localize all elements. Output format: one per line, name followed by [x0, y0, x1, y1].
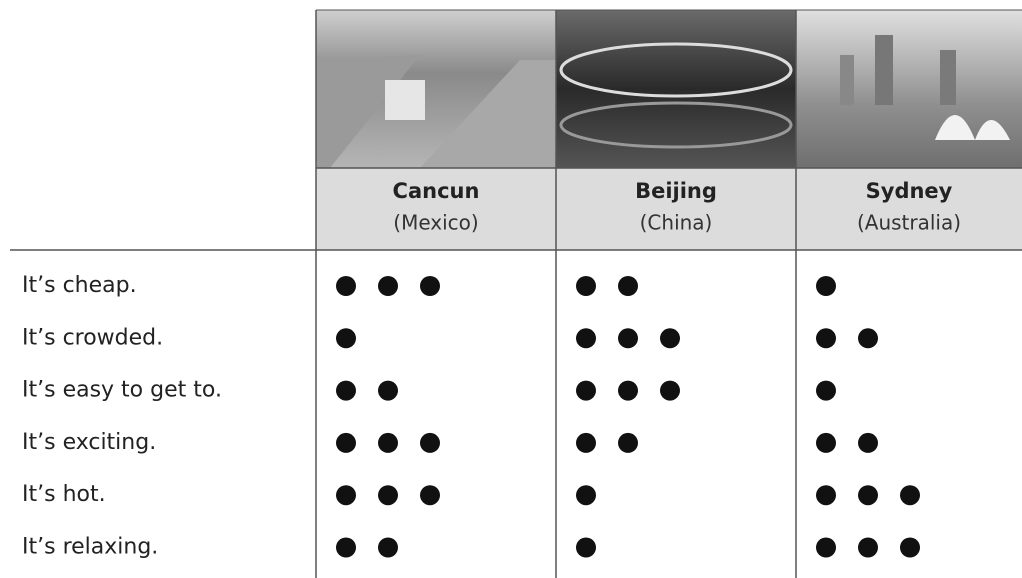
- cancun-sea: [420, 60, 556, 168]
- rating-dot: [618, 432, 638, 453]
- tower: [840, 55, 854, 105]
- tower: [875, 35, 893, 105]
- rating-dot: [420, 485, 440, 506]
- sydney-photo: [796, 10, 1022, 168]
- rating-dot: [576, 432, 596, 453]
- rating-dot: [420, 276, 440, 296]
- rating-dot: [336, 328, 356, 349]
- row-label: It’s hot.: [22, 482, 106, 507]
- rating-dot: [336, 380, 356, 401]
- cancun-hotel: [385, 80, 425, 120]
- stadium-reflection: [559, 101, 793, 149]
- rating-dot: [336, 432, 356, 453]
- rating-dot: [618, 276, 638, 296]
- rating-dot: [900, 537, 920, 558]
- rating-dot: [336, 485, 356, 506]
- rating-dot: [576, 380, 596, 401]
- rating-dot: [336, 276, 356, 296]
- column-country: (Australia): [857, 211, 961, 235]
- rating-dot: [858, 328, 878, 349]
- column-city: Cancun: [393, 179, 480, 203]
- row-label: It’s cheap.: [22, 273, 137, 298]
- rating-dot: [816, 537, 836, 558]
- rating-dot: [576, 485, 596, 506]
- rating-dot: [618, 380, 638, 401]
- rating-dot: [816, 328, 836, 349]
- header-band: [316, 168, 1022, 250]
- rating-dot: [816, 485, 836, 506]
- rating-dot: [816, 380, 836, 401]
- rating-dot: [378, 380, 398, 401]
- rating-dot: [618, 328, 638, 349]
- rating-dot: [660, 328, 680, 349]
- rating-dot: [858, 485, 878, 506]
- column-city: Sydney: [866, 179, 953, 203]
- photos: [316, 10, 1022, 168]
- rating-dot: [858, 537, 878, 558]
- rating-dot: [378, 537, 398, 558]
- rating-dot: [378, 485, 398, 506]
- row-label: It’s relaxing.: [22, 535, 158, 560]
- rating-dot: [420, 432, 440, 453]
- row-label: It’s crowded.: [22, 325, 163, 350]
- row-label: It’s exciting.: [22, 430, 156, 455]
- column-country: (Mexico): [393, 211, 478, 235]
- rating-dot: [378, 432, 398, 453]
- rating-dot: [900, 485, 920, 506]
- stadium: [559, 42, 793, 98]
- column-city: Beijing: [635, 179, 717, 203]
- rating-dot: [378, 276, 398, 296]
- rating-dot: [336, 537, 356, 558]
- column-country: (China): [640, 211, 713, 235]
- rating-dot: [576, 328, 596, 349]
- rating-dot: [816, 276, 836, 296]
- rating-dot: [816, 432, 836, 453]
- opera-house: [935, 115, 1010, 140]
- rating-dot: [576, 537, 596, 558]
- tower: [940, 50, 956, 105]
- row-label: It’s easy to get to.: [22, 378, 222, 403]
- rating-dot: [858, 432, 878, 453]
- rating-dot: [576, 276, 596, 296]
- rating-dot: [660, 380, 680, 401]
